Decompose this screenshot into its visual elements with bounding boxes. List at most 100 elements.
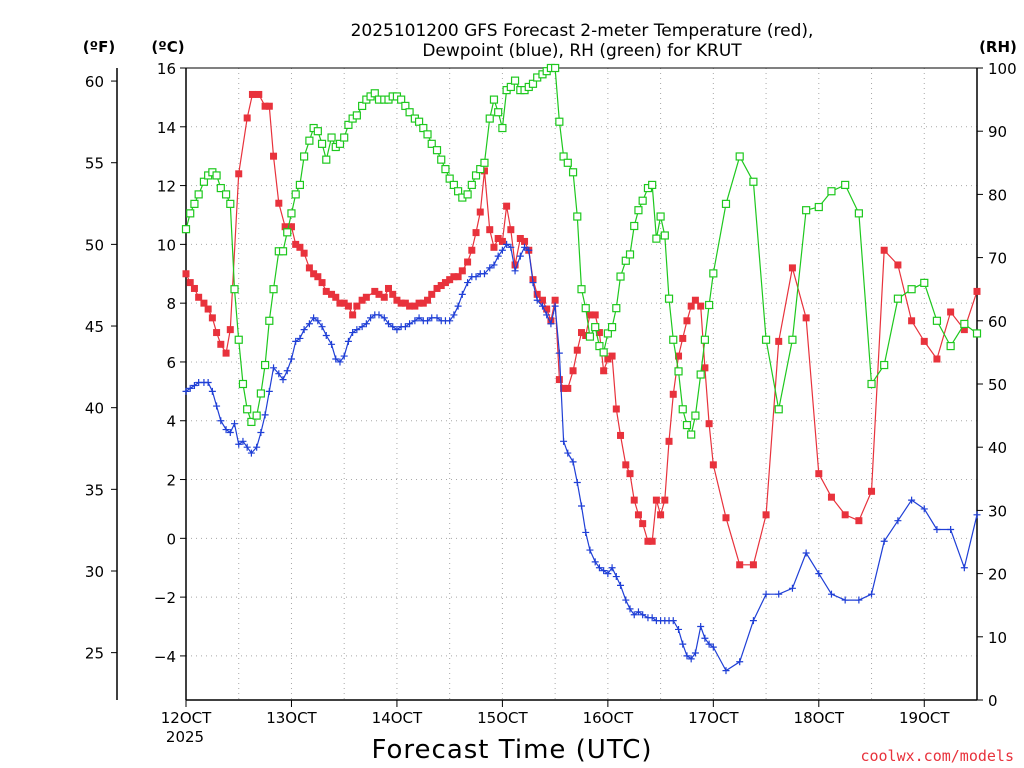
rh-point [449, 180, 458, 190]
rh-point [749, 177, 758, 186]
rh-point [252, 411, 261, 420]
dewpoint-point [265, 387, 273, 395]
rh-tick-label: 50 [988, 376, 1007, 394]
temperature-point [384, 284, 392, 292]
rh-tick-label: 10 [988, 629, 1007, 647]
temperature-point [507, 226, 515, 234]
rh-point [432, 146, 442, 155]
dewpoint-point [503, 240, 511, 248]
temperature-point [511, 261, 519, 269]
rh-point [867, 379, 876, 389]
dewpoint-point [604, 570, 612, 578]
rh-point [625, 250, 635, 259]
rh-point [880, 360, 889, 370]
rh-point [397, 95, 406, 104]
series-line-dewpoint [185, 243, 978, 672]
dewpoint-point [705, 640, 713, 648]
temperature-point [582, 331, 590, 339]
dewpoint-point [226, 429, 234, 437]
dewpoint-point [231, 420, 239, 428]
dewpoint-point [494, 252, 502, 260]
temperature-point [437, 282, 445, 290]
temperature-point [476, 208, 484, 216]
dewpoint-point [920, 505, 928, 513]
dewpoint-point [239, 437, 247, 445]
temperature-point [634, 511, 642, 519]
rh-point [621, 256, 630, 265]
fahrenheit-tick-label: 60 [85, 73, 104, 91]
dewpoint-point [626, 605, 634, 613]
dewpoint-point [617, 581, 625, 589]
dewpoint-point [322, 331, 330, 339]
dewpoint-point [578, 502, 585, 510]
celsius-tick-label: 2 [166, 472, 176, 490]
temperature-point [661, 496, 669, 504]
dewpoint-point [235, 440, 243, 448]
rh-point [322, 155, 331, 164]
rh-point [467, 180, 476, 190]
dewpoint-point [362, 320, 370, 328]
temperature-point [679, 334, 687, 342]
temperature-point [300, 249, 308, 257]
temperature-point [709, 461, 717, 469]
dewpoint-point [486, 264, 494, 272]
rh-point [261, 360, 270, 370]
temperature-point [736, 561, 744, 569]
dewpoint-point [261, 411, 269, 419]
rh-point [669, 335, 678, 344]
temperature-point [551, 296, 559, 304]
temperature-point [894, 261, 902, 269]
rh-point [506, 82, 515, 92]
temperature-point [353, 302, 361, 310]
dewpoint-point [648, 614, 656, 622]
dewpoint-point [208, 387, 216, 395]
rh-point [893, 294, 903, 303]
dewpoint-point [573, 478, 581, 486]
temperature-point [358, 296, 366, 304]
credit-label: coolwx.com/models [860, 747, 1014, 765]
rh-point [370, 89, 379, 98]
dewpoint-point [868, 590, 876, 598]
temperature-point [468, 246, 476, 254]
dewpoint-point [827, 590, 835, 598]
temperature-point [314, 273, 322, 281]
dewpoint-point [516, 252, 524, 260]
temperature-point [344, 302, 352, 310]
dewpoint-point [458, 290, 466, 298]
temperature-point [292, 240, 300, 248]
rh-point [648, 180, 657, 190]
dewpoint-point [464, 279, 472, 287]
dewpoint-point [305, 320, 313, 328]
dewpoint-point [591, 558, 599, 566]
rh-point [352, 111, 361, 120]
temperature-point [281, 223, 289, 231]
temperature-point [868, 487, 876, 495]
temperature-point [908, 317, 916, 325]
rh-point [471, 171, 481, 180]
dewpoint-point [600, 567, 608, 575]
temperature-point [226, 326, 234, 334]
rh-point [313, 127, 322, 136]
temperature-point [802, 314, 810, 322]
dewpoint-point [424, 317, 432, 325]
temperature-point [973, 287, 981, 295]
temperature-point [639, 520, 647, 528]
rh-point [243, 405, 252, 414]
celsius-tick-label: 16 [157, 60, 176, 78]
temperature-point [555, 376, 563, 384]
dewpoint-point [358, 323, 366, 331]
temperature-point [287, 223, 295, 231]
dewpoint-point [533, 296, 541, 304]
rh-point [607, 323, 617, 332]
temperature-point [933, 355, 941, 363]
temperature-point [255, 90, 263, 98]
dewpoint-point [691, 649, 699, 657]
dewpoint-point [490, 261, 498, 269]
temperature-point [827, 493, 835, 501]
rh-point [238, 379, 248, 389]
rh-point [709, 269, 718, 278]
rh-point [616, 272, 625, 281]
dewpoint-point [582, 528, 590, 536]
temperature-point [393, 296, 401, 304]
rh-point [317, 139, 327, 148]
